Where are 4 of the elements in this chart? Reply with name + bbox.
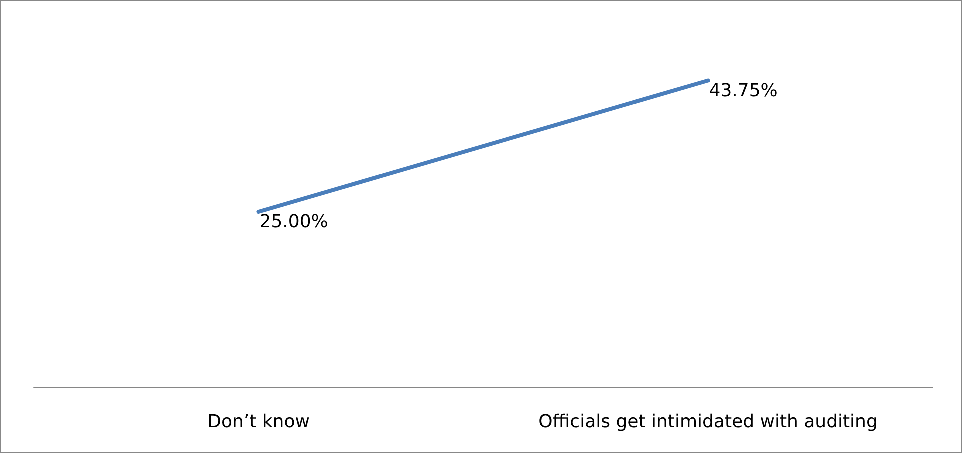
x-tick-label: Don’t know: [208, 412, 310, 432]
x-tick-label: Officials get intimidated with auditing: [538, 412, 878, 432]
data-label: 43.75%: [709, 80, 778, 102]
data-label: 25.00%: [260, 212, 328, 232]
